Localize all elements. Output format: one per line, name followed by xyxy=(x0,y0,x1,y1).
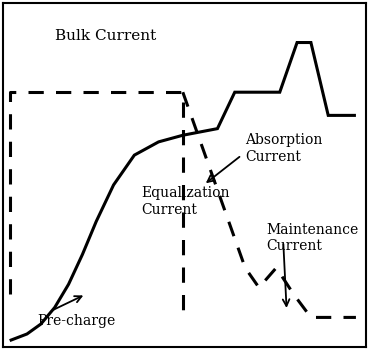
Text: Maintenance
Current: Maintenance Current xyxy=(266,223,358,253)
Text: Absorption
Current: Absorption Current xyxy=(245,133,323,163)
Text: Equalization
Current: Equalization Current xyxy=(141,187,230,217)
Text: Bulk Current: Bulk Current xyxy=(55,29,156,43)
Text: Pre-charge: Pre-charge xyxy=(37,314,116,328)
